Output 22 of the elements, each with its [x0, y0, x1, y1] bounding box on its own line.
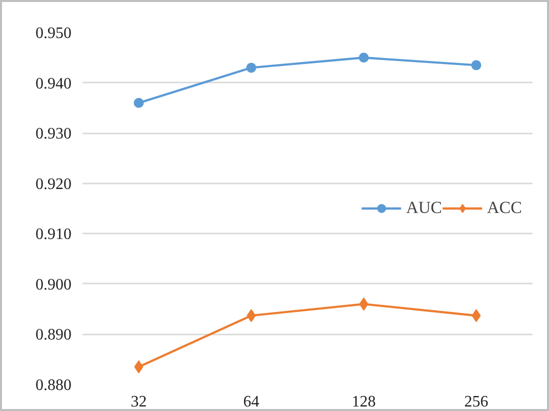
y-tick-label: 0.910: [36, 226, 72, 244]
x-tick-label: 64: [243, 394, 260, 410]
legend-label: AUC: [406, 198, 442, 218]
point: [134, 360, 144, 374]
point: [358, 52, 369, 63]
x-tick-label: 128: [352, 394, 376, 410]
y-tick-label: 0.880: [36, 377, 72, 394]
y-tick-label: 0.930: [36, 126, 72, 143]
point: [471, 60, 482, 70]
point: [359, 298, 368, 311]
y-tick-label: 0.900: [36, 276, 72, 294]
point: [134, 98, 144, 108]
y-tick-label: 0.940: [36, 75, 72, 92]
legend-label: ACC: [487, 198, 522, 218]
x-tick-label: 32: [130, 394, 147, 410]
x-tick-label: 256: [464, 394, 488, 410]
point: [246, 309, 256, 322]
y-tick-label: 0.950: [36, 25, 72, 42]
point: [472, 309, 481, 322]
y-tick-label: 0.890: [36, 326, 72, 344]
point: [246, 62, 256, 73]
y-tick-label: 0.920: [36, 176, 72, 193]
